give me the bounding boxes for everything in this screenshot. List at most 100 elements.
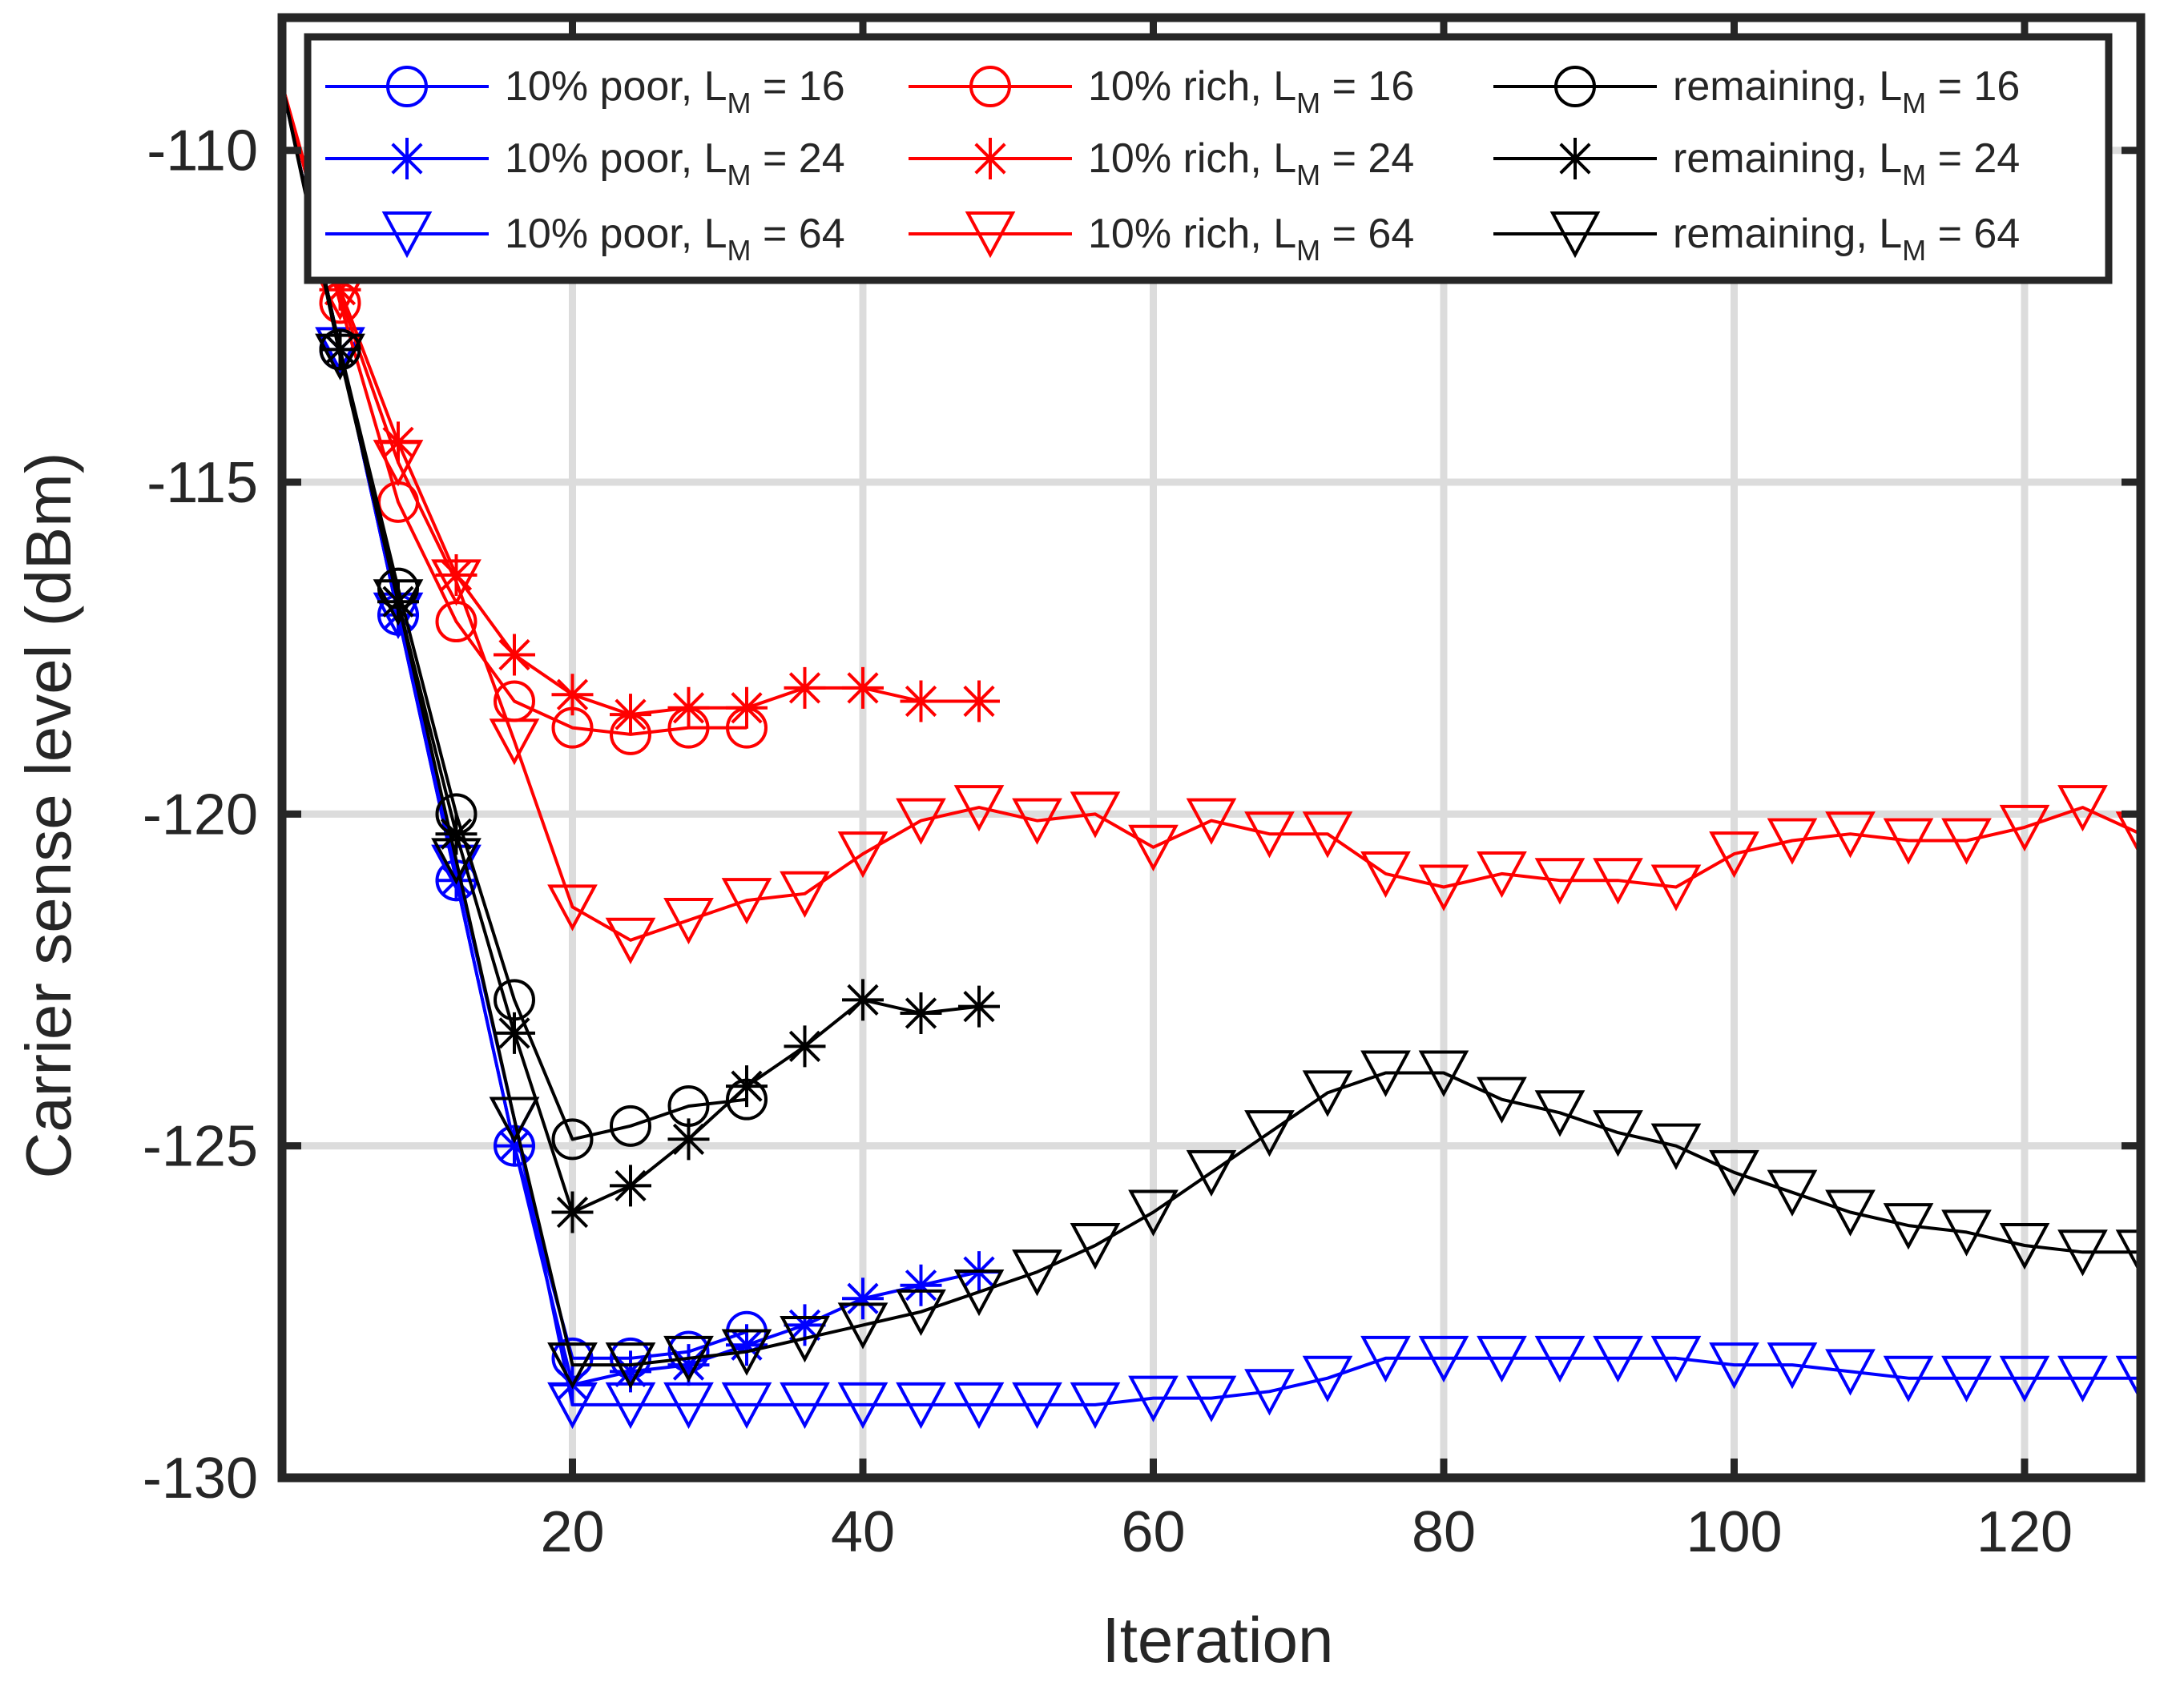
legend-marker <box>1554 66 1596 107</box>
data-point <box>1012 1249 1062 1297</box>
legend-label-main: 10% rich, L <box>1088 211 1296 257</box>
legend-marker <box>969 138 1011 179</box>
data-point <box>1070 1222 1121 1270</box>
data-point <box>663 897 714 945</box>
data-point <box>900 1264 942 1306</box>
data-point <box>1186 1375 1237 1422</box>
legend-marker <box>381 211 433 259</box>
data-point <box>667 1118 710 1161</box>
data-point <box>2115 1229 2141 1277</box>
data-point <box>1418 1335 1469 1383</box>
data-point <box>431 559 482 606</box>
legend-label-tail: = 64 <box>752 211 845 257</box>
data-point <box>1709 1149 1759 1197</box>
data-point <box>784 1025 826 1068</box>
data-point <box>667 686 710 729</box>
data-point <box>837 1382 889 1430</box>
data-point <box>1302 811 1353 859</box>
legend-entry-7: remaining, LM = 16 <box>1493 63 2020 119</box>
data-point <box>547 1342 598 1390</box>
legend-label-tail: = 24 <box>752 135 845 182</box>
legend-label-tail: = 16 <box>1320 63 1414 110</box>
data-point <box>1186 798 1237 845</box>
series-line <box>282 83 2141 942</box>
data-point <box>1244 1110 1295 1157</box>
legend-label: 10% rich, LM = 24 <box>1088 135 1414 191</box>
data-point <box>721 878 772 925</box>
data-point <box>1070 1382 1121 1430</box>
data-point <box>1128 1375 1179 1422</box>
data-point <box>2115 811 2141 859</box>
legend-label-main: 10% poor, L <box>505 211 727 257</box>
legend-marker <box>965 211 1016 259</box>
legend-label: 10% poor, LM = 16 <box>505 63 845 119</box>
data-point <box>1070 791 1121 839</box>
x-tick-label: 60 <box>1121 1500 1185 1564</box>
data-point <box>610 1350 651 1393</box>
data-point <box>1767 818 1818 865</box>
y-tick-label: -120 <box>143 783 258 847</box>
legend-entry-8: remaining, LM = 24 <box>1493 135 2020 191</box>
data-point <box>1767 1169 1818 1217</box>
data-point <box>494 1125 535 1167</box>
legend-label: remaining, LM = 64 <box>1673 211 2020 267</box>
x-tick-label: 40 <box>831 1500 895 1564</box>
data-point <box>1128 1189 1179 1237</box>
data-point <box>953 1382 1005 1430</box>
data-point <box>784 666 826 709</box>
data-point <box>373 440 424 487</box>
data-point <box>315 333 365 380</box>
data-point <box>896 1289 946 1337</box>
data-point <box>900 680 942 722</box>
series-layer <box>282 83 2141 1430</box>
legend-label-main: 10% poor, L <box>505 63 727 110</box>
data-point <box>435 813 477 855</box>
data-point <box>494 634 535 676</box>
data-point <box>1418 1050 1469 1097</box>
legend-label-subscript: M <box>1296 234 1320 267</box>
legend-entry-4: 10% rich, LM = 16 <box>909 63 1414 119</box>
legend-marker <box>386 138 428 179</box>
data-point <box>896 1382 946 1430</box>
data-point <box>842 1278 884 1320</box>
data-point <box>1709 831 1759 879</box>
data-point <box>780 871 830 919</box>
data-point <box>780 1382 830 1430</box>
data-point <box>1012 798 1062 845</box>
data-point <box>1941 1355 1992 1402</box>
legend-label-subscript: M <box>727 159 752 191</box>
data-point <box>1825 1189 1876 1237</box>
data-point <box>489 1096 540 1144</box>
data-point <box>610 1105 651 1147</box>
data-point <box>663 1382 714 1430</box>
data-point <box>1360 1335 1411 1383</box>
data-point <box>435 554 477 597</box>
series-line <box>282 83 2141 1367</box>
data-point <box>896 798 946 845</box>
legend-label-subscript: M <box>1902 159 1926 191</box>
data-point <box>1128 824 1179 872</box>
x-tick-label: 20 <box>540 1500 604 1564</box>
data-point <box>900 992 942 1034</box>
y-tick-label: -125 <box>143 1115 258 1179</box>
legend-label-subscript: M <box>1296 159 1320 191</box>
data-point <box>667 1344 710 1386</box>
data-point <box>1593 858 1643 905</box>
data-point <box>1534 1090 1586 1137</box>
data-point <box>958 680 1000 722</box>
legend-label-subscript: M <box>1902 234 1926 267</box>
legend-label-main: remaining, L <box>1673 63 1902 110</box>
data-point <box>837 831 889 879</box>
legend-label: 10% rich, LM = 64 <box>1088 211 1414 267</box>
data-point <box>1941 1209 1992 1257</box>
data-point <box>1593 1335 1643 1383</box>
axes-box <box>277 13 2146 1483</box>
axes-frame <box>277 13 2146 1483</box>
data-point <box>494 1012 535 1054</box>
data-point <box>726 686 768 729</box>
y-tick-label: -115 <box>147 451 258 515</box>
y-tick-label: -110 <box>147 119 258 183</box>
data-point <box>1593 1110 1643 1157</box>
data-point <box>373 579 424 626</box>
data-point <box>1244 811 1295 859</box>
